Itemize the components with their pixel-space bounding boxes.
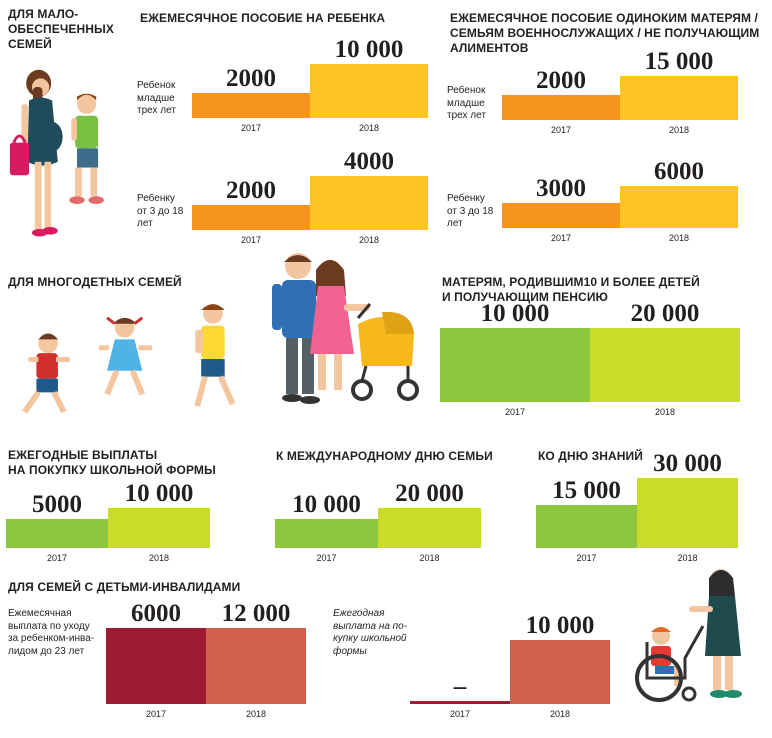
year-label-single_3to18-2018: 2018 [668, 233, 690, 243]
value-label-disabled_care-2018: 12 000 [221, 600, 291, 627]
value-label-disabled_uniform-2018: 10 000 [525, 612, 595, 639]
parents-stroller-illustration [272, 253, 419, 404]
bar-single_3to18-2018 [620, 186, 738, 228]
children-running-illustration [22, 304, 236, 414]
bar-disabled_uniform-2017 [410, 701, 510, 704]
heading-child-monthly: ЕЖЕМЕСЯЧНОЕ ПОСОБИЕ НА РЕБЕНКА [140, 11, 386, 25]
value-label-child_3to18-2018: 4000 [344, 148, 394, 175]
label-single-3to18: Ребенку от 3 до 18 лет [447, 193, 494, 229]
bar-child_under3-2018 [310, 64, 428, 118]
label-child-3to18: Ребенку от 3 до 18 лет [137, 193, 184, 229]
year-label-single_under3-2018: 2018 [668, 125, 690, 135]
value-label-single_under3-2018: 15 000 [644, 48, 714, 75]
label-child-under3: Ребенок младше трех лет [137, 80, 176, 116]
value-label-knowledge_day-2017: 15 000 [552, 476, 621, 504]
value-label-family_day-2018: 20 000 [395, 480, 464, 507]
heading-knowledge-day: КО ДНЮ ЗНАНИЙ [538, 449, 643, 463]
heading-school-uniform: ЕЖЕГОДНЫЕ ВЫПЛАТЫ НА ПОКУПКУ ШКОЛЬНОЙ ФО… [8, 448, 216, 477]
chart-child-3to18: 2000 2017 4000 2018 [192, 146, 428, 248]
label-disabled-uniform: Ежегодная выплата на по- купку школьной … [333, 608, 408, 657]
year-label-knowledge_day-2017: 2017 [576, 553, 597, 563]
bar-child_3to18-2018 [310, 176, 428, 230]
bar-uniform_large-2018 [108, 508, 210, 548]
year-label-child_3to18-2018: 2018 [358, 235, 380, 245]
chart-disabled-uniform: – 2017 10 000 2018 [410, 612, 610, 722]
mother-child-illustration [9, 69, 104, 237]
chart-single-under3: 2000 2017 15 000 2018 [502, 46, 738, 138]
chart-single-3to18: 3000 2017 6000 2018 [502, 156, 738, 246]
bar-family_day-2018 [378, 508, 481, 548]
bar-family_day-2017 [275, 519, 378, 548]
value-label-disabled_care-2017: 6000 [131, 600, 181, 627]
year-label-disabled_uniform-2017: 2017 [449, 709, 471, 719]
bar-child_under3-2017 [192, 93, 310, 118]
year-label-child_under3-2018: 2018 [358, 123, 380, 133]
bar-mothers10-2017 [440, 328, 590, 402]
year-label-uniform_large-2018: 2018 [148, 553, 170, 563]
year-label-single_3to18-2017: 2017 [550, 233, 572, 243]
heading-mothers-10: МАТЕРЯМ, РОДИВШИМ10 И БОЛЕЕ ДЕТЕЙ И ПОЛУ… [442, 275, 700, 304]
bar-single_under3-2017 [502, 95, 620, 120]
value-label-mothers10-2018: 20 000 [630, 300, 700, 327]
bar-uniform_large-2017 [6, 519, 108, 548]
year-label-uniform_large-2017: 2017 [46, 553, 68, 563]
year-label-child_3to18-2017: 2017 [240, 235, 262, 245]
value-label-uniform_large-2018: 10 000 [124, 480, 194, 507]
chart-knowledge-day: 15 000 2017 30 000 2018 [536, 450, 738, 566]
year-label-single_under3-2017: 2017 [550, 125, 572, 135]
year-label-disabled_care-2018: 2018 [245, 709, 267, 719]
value-label-mothers10-2017: 10 000 [480, 300, 550, 327]
value-label-knowledge_day-2018: 30 000 [653, 450, 722, 477]
value-label-uniform_large-2017: 5000 [32, 491, 82, 519]
chart-mothers10: 10 000 2017 20 000 2018 [440, 300, 740, 420]
year-label-mothers10-2018: 2018 [654, 407, 676, 417]
value-label-single_3to18-2018: 6000 [654, 158, 704, 185]
year-label-family_day-2018: 2018 [419, 553, 440, 563]
label-single-under3: Ребенок младше трех лет [447, 85, 486, 121]
bar-disabled_care-2017 [106, 628, 206, 704]
heading-single-mothers: ЕЖЕМЕСЯЧНОЕ ПОСОБИЕ ОДИНОКИМ МАТЕРЯМ / С… [450, 11, 760, 55]
year-label-child_under3-2017: 2017 [240, 123, 262, 133]
heading-family-day: К МЕЖДУНАРОДНОМУ ДНЮ СЕМЬИ [276, 449, 493, 463]
value-label-disabled_uniform-2017: – [453, 673, 467, 700]
value-label-child_under3-2018: 10 000 [334, 36, 404, 63]
bar-knowledge_day-2018 [637, 478, 738, 548]
year-label-disabled_uniform-2018: 2018 [549, 709, 571, 719]
bar-mothers10-2018 [590, 328, 740, 402]
chart-child-under3: 2000 2017 10 000 2018 [192, 34, 428, 136]
value-label-family_day-2017: 10 000 [292, 491, 361, 519]
value-label-single_under3-2017: 2000 [536, 67, 586, 94]
value-label-single_3to18-2017: 3000 [536, 175, 586, 202]
year-label-disabled_care-2017: 2017 [145, 709, 167, 719]
bar-disabled_care-2018 [206, 628, 306, 704]
label-disabled-care: Ежемесячная выплата по уходу за ребенком… [8, 608, 95, 657]
chart-disabled-care: 6000 2017 12 000 2018 [106, 600, 306, 722]
heading-disabled: ДЛЯ СЕМЕЙ С ДЕТЬМИ-ИНВАЛИДАМИ [8, 580, 241, 594]
heading-low-income: ДЛЯ МАЛО- ОБЕСПЕЧЕННЫХ СЕМЕЙ [8, 7, 114, 51]
bar-single_under3-2018 [620, 76, 738, 120]
value-label-child_3to18-2017: 2000 [226, 177, 276, 204]
chart-uniform: 5000 2017 10 000 2018 [6, 480, 210, 566]
year-label-mothers10-2017: 2017 [504, 407, 526, 417]
wheelchair-illustration [635, 569, 742, 702]
bar-child_3to18-2017 [192, 205, 310, 230]
heading-large-families: ДЛЯ МНОГОДЕТНЫХ СЕМЕЙ [8, 275, 182, 289]
chart-family-day: 10 000 2017 20 000 2018 [275, 480, 481, 566]
bar-disabled_uniform-2018 [510, 640, 610, 704]
bar-knowledge_day-2017 [536, 504, 637, 548]
bar-single_3to18-2017 [502, 203, 620, 228]
year-label-knowledge_day-2018: 2018 [677, 553, 698, 563]
year-label-family_day-2017: 2017 [316, 553, 337, 563]
value-label-child_under3-2017: 2000 [226, 65, 276, 92]
